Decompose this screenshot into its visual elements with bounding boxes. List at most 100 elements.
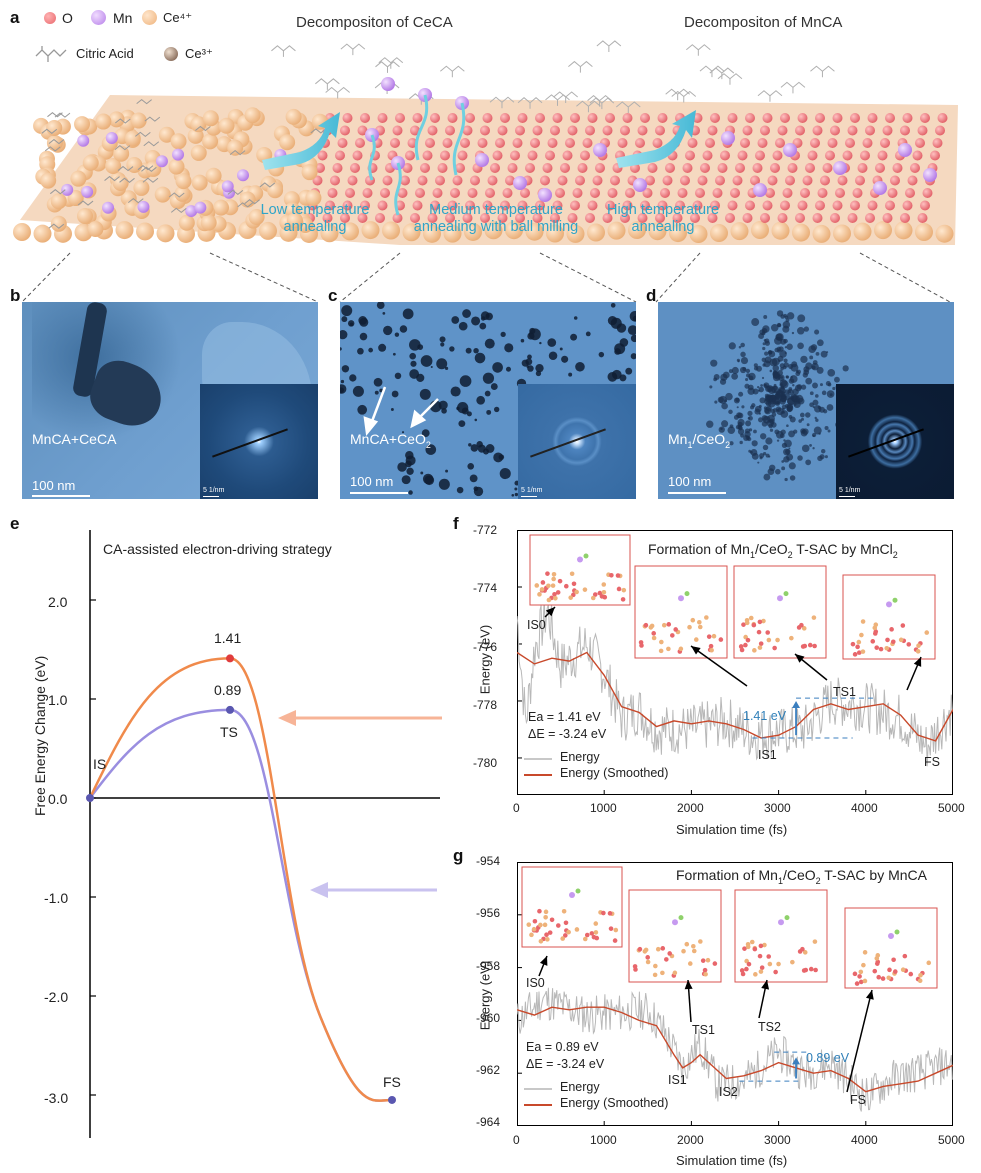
panel-e-ytick: 0.0 bbox=[48, 791, 68, 807]
panel-e-title: CA-assisted electron-driving strategy bbox=[103, 541, 332, 557]
state-label-ts: TS bbox=[220, 724, 238, 740]
f-ytick: -780 bbox=[473, 756, 498, 770]
md-trajectory-chart-g bbox=[517, 862, 953, 1126]
raw-energy-series bbox=[517, 987, 953, 1112]
panel-label-g: g bbox=[453, 846, 464, 865]
g-ytick: -954 bbox=[476, 854, 501, 868]
tem-d-scalebar bbox=[668, 492, 726, 494]
g-legend-smooth: Energy (Smoothed) bbox=[560, 1096, 669, 1110]
transition-state-point bbox=[226, 705, 234, 714]
zoom-guide-lines bbox=[21, 252, 951, 303]
stage-title-ceca: Decompositon of CeCA bbox=[296, 14, 453, 31]
panel-f-ylabel: Energy (eV) bbox=[477, 624, 493, 695]
f-ytick: -772 bbox=[473, 523, 498, 537]
value-label-0-89: 0.89 bbox=[214, 682, 242, 698]
g-xtick: 2000 bbox=[677, 1133, 704, 1147]
panel-a-schematic: O Mn Ce⁴⁺ Citric Acid Ce³⁺ Decompositon … bbox=[0, 0, 981, 303]
value-label-1-41: 1.41 bbox=[214, 630, 242, 646]
panel-label-c: c bbox=[328, 286, 338, 305]
smoothed-energy-series bbox=[517, 1006, 953, 1093]
g-state-is0: IS0 bbox=[526, 976, 545, 990]
citric-acid-icon bbox=[35, 46, 67, 62]
tem-b-scale-text: 100 nm bbox=[32, 478, 76, 493]
f-state-fs: FS bbox=[924, 755, 940, 769]
g-state-is1: IS1 bbox=[668, 1073, 687, 1087]
g-xtick: 0 bbox=[513, 1133, 520, 1147]
tem-b-label: MnCA+CeCA bbox=[32, 431, 117, 447]
panel-f-de: ΔE = -3.24 eV bbox=[528, 727, 607, 741]
f-xtick: 2000 bbox=[677, 801, 704, 815]
g-ytick: -960 bbox=[476, 1011, 501, 1025]
oxygen-legend-swatch bbox=[44, 12, 56, 24]
panel-f-ea: Ea = 1.41 eV bbox=[528, 710, 601, 724]
manganese-legend-swatch bbox=[91, 10, 106, 25]
g-state-ts1: TS1 bbox=[692, 1023, 715, 1037]
tem-c-scale-text: 100 nm bbox=[350, 474, 394, 489]
stage-title-mnca: Decompositon of MnCA bbox=[684, 14, 843, 31]
step-high-temp: High temperature annealing bbox=[606, 202, 720, 235]
state-label-fs: FS bbox=[383, 1074, 401, 1090]
state-label-is: IS bbox=[93, 756, 107, 772]
panel-f-xlabel: Simulation time (fs) bbox=[676, 822, 788, 837]
panel-e-ytick: 2.0 bbox=[48, 594, 68, 610]
panel-label-f: f bbox=[453, 514, 459, 533]
f-xtick: 3000 bbox=[764, 801, 791, 815]
energy-profile-curve bbox=[88, 657, 393, 1102]
g-ytick: -956 bbox=[476, 906, 501, 920]
g-legend-swatch-smooth bbox=[524, 1104, 552, 1106]
transition-state-point bbox=[226, 654, 234, 663]
f-xtick: 1000 bbox=[590, 801, 617, 815]
f-xtick: 5000 bbox=[938, 801, 965, 815]
legend-label-citric-acid: Citric Acid bbox=[76, 46, 134, 61]
g-state-is2: IS2 bbox=[719, 1085, 738, 1099]
g-state-fs: FS bbox=[850, 1093, 866, 1107]
f-state-is0: IS0 bbox=[527, 618, 546, 632]
f-legend-smooth: Energy (Smoothed) bbox=[560, 766, 669, 780]
tem-c-scalebar bbox=[350, 492, 408, 494]
f-state-is1: IS1 bbox=[758, 748, 777, 762]
g-xtick: 3000 bbox=[764, 1133, 791, 1147]
step-low-temp: Low temperature annealing bbox=[260, 202, 370, 235]
panel-e-ytick: -1.0 bbox=[44, 890, 69, 906]
panel-e-ylabel: Free Energy Change (eV) bbox=[32, 655, 48, 816]
tem-b-scalebar bbox=[32, 495, 90, 497]
tem-image-b: 5 1/nm MnCA+CeCA 100 nm bbox=[22, 302, 318, 499]
tem-d-label: Mn1/CeO2 bbox=[668, 431, 731, 450]
g-legend-raw: Energy bbox=[560, 1080, 600, 1094]
g-ytick: -964 bbox=[476, 1115, 501, 1129]
panel-g-xlabel: Simulation time (fs) bbox=[676, 1153, 788, 1168]
f-legend-swatch-raw bbox=[524, 758, 552, 760]
smoothed-energy-series bbox=[517, 651, 953, 742]
panel-label-d: d bbox=[646, 286, 657, 305]
f-ytick: -774 bbox=[473, 581, 498, 595]
tem-image-d: 5 1/nm Mn1/CeO2 100 nm bbox=[658, 302, 954, 499]
f-xtick: 4000 bbox=[851, 801, 878, 815]
saed-inset-c: 5 1/nm bbox=[518, 384, 636, 499]
f-xtick: 0 bbox=[513, 801, 520, 815]
md-trajectory-chart-f bbox=[517, 530, 953, 795]
g-legend-swatch-raw bbox=[524, 1088, 552, 1090]
f-ytick: -778 bbox=[473, 698, 498, 712]
panel-e-ytick: -3.0 bbox=[44, 1090, 69, 1106]
tem-image-c: 5 1/nm MnCA+CeO2 100 nm bbox=[340, 302, 636, 499]
tem-c-label: MnCA+CeO2 bbox=[350, 431, 431, 450]
f-ytick: -776 bbox=[473, 640, 498, 654]
g-xtick: 5000 bbox=[938, 1133, 965, 1147]
legend-label-ce4: Ce⁴⁺ bbox=[163, 10, 193, 25]
final-state-point bbox=[388, 1095, 396, 1104]
energy-profile-chart bbox=[86, 530, 442, 1138]
panel-g-title: Formation of Mn1/CeO2 T-SAC by MnCA bbox=[676, 867, 927, 886]
panel-label-a: a bbox=[10, 8, 20, 27]
panel-f-title: Formation of Mn1/CeO2 T-SAC by MnCl2 bbox=[648, 541, 898, 560]
raw-energy-series bbox=[517, 596, 953, 767]
panel-g-de: ΔE = -3.24 eV bbox=[526, 1057, 605, 1071]
saed-inset-b: 5 1/nm bbox=[200, 384, 318, 499]
legend-label-ce3: Ce³⁺ bbox=[185, 46, 213, 61]
saed-inset-d: 5 1/nm bbox=[836, 384, 954, 499]
panel-f-barrier: 1.41 eV bbox=[743, 709, 787, 723]
ce3-legend-swatch bbox=[164, 47, 178, 61]
g-xtick: 1000 bbox=[590, 1133, 617, 1147]
step-medium-temp: Medium temperature annealing with ball mi… bbox=[413, 202, 579, 235]
g-xtick: 4000 bbox=[851, 1133, 878, 1147]
lattice-illustration bbox=[13, 40, 958, 245]
